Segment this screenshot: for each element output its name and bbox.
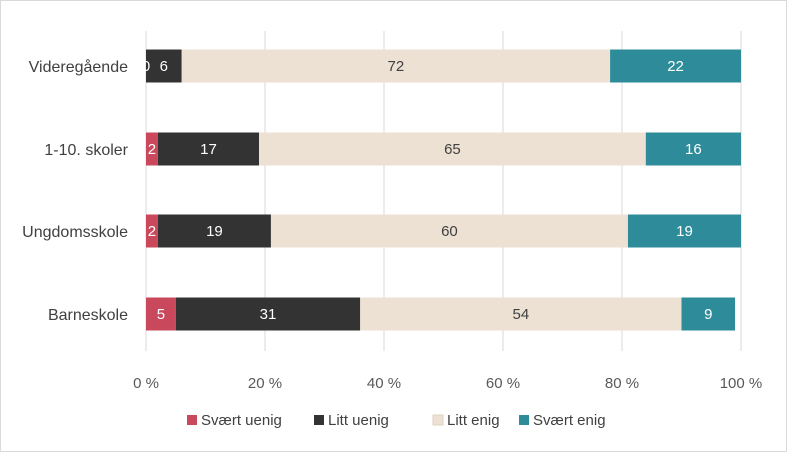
category-label-videregaende: Videregående	[29, 58, 128, 76]
data-label-1-10-skoler-sv-rt-uenig: 2	[148, 141, 156, 158]
data-label-videregaende-litt-uenig: 6	[160, 58, 168, 75]
data-label-ungdomsskole-litt-uenig: 19	[206, 223, 223, 240]
legend-item-sv-rt-enig: Svært enig	[519, 412, 606, 429]
data-labels: 0 6 72 222 17 65 162 19 60 195 31 54 9	[142, 58, 713, 323]
legend-swatch	[432, 414, 444, 426]
legend-item-sv-rt-uenig: Svært uenig	[187, 412, 282, 429]
x-tick-label: 60 %	[486, 375, 520, 392]
legend-label: Svært uenig	[201, 412, 282, 429]
data-label-ungdomsskole-sv-rt-uenig: 2	[148, 223, 156, 240]
data-label-ungdomsskole-sv-rt-enig: 19	[676, 223, 693, 240]
data-label-barneskole-sv-rt-enig: 9	[704, 306, 712, 323]
legend-swatch	[519, 415, 529, 425]
legend-swatch	[314, 415, 324, 425]
bar-1-10-skoler-litt-uenig	[157, 132, 260, 166]
category-label-1-10-skoler: 1-10. skoler	[44, 142, 128, 159]
data-label-barneskole-litt-uenig: 31	[260, 306, 277, 323]
category-label-ungdomsskole: Ungdomsskole	[22, 224, 128, 241]
legend-swatch	[187, 415, 197, 425]
bar-barneskole-litt-enig	[360, 297, 682, 331]
data-label-1-10-skoler-litt-uenig: 17	[200, 141, 217, 158]
bar-barneskole-litt-uenig	[175, 297, 361, 331]
bar-ungdomsskole-litt-uenig	[157, 214, 271, 248]
data-label-barneskole-sv-rt-uenig: 5	[157, 306, 165, 323]
data-label-videregaende-litt-enig: 72	[388, 58, 405, 75]
bar-barneskole-sv-rt-uenig	[146, 297, 176, 331]
data-label-1-10-skoler-litt-enig: 65	[444, 141, 461, 158]
x-tick-label: 80 %	[605, 375, 639, 392]
legend-item-litt-enig: Litt enig	[432, 412, 500, 429]
x-tick-label: 0 %	[133, 375, 159, 392]
legend-label: Litt uenig	[328, 412, 389, 429]
bars	[146, 49, 741, 331]
bar-1-10-skoler-sv-rt-uenig	[146, 132, 158, 166]
data-label-ungdomsskole-litt-enig: 60	[441, 223, 458, 240]
legend-label: Svært enig	[533, 412, 606, 429]
bar-barneskole-sv-rt-enig	[681, 297, 736, 331]
x-tick-label: 100 %	[720, 375, 763, 392]
x-tick-label: 20 %	[248, 375, 282, 392]
x-tick-labels: 0 % 20 % 40 % 60 % 80 % 100 %	[133, 375, 762, 392]
data-label-1-10-skoler-sv-rt-enig: 16	[685, 141, 702, 158]
x-tick-label: 40 %	[367, 375, 401, 392]
bar-videregaende-sv-rt-enig	[610, 49, 741, 83]
category-labels: Videregående 1-10. skoler Ungdomsskole Barn…	[22, 58, 129, 324]
data-label-barneskole-litt-enig: 54	[513, 306, 530, 323]
bar-ungdomsskole-sv-rt-uenig	[146, 214, 158, 248]
bar-videregaende-litt-uenig	[146, 49, 182, 83]
bar-1-10-skoler-litt-enig	[259, 132, 646, 166]
data-label-videregaende-sv-rt-enig: 22	[667, 58, 684, 75]
legend-label: Litt enig	[447, 412, 500, 429]
data-label-videregaende-sv-rt-uenig: 0	[142, 58, 150, 75]
bar-videregaende-litt-enig	[181, 49, 611, 83]
legend: Svært uenig Litt uenig Litt enig Svært enig	[187, 412, 606, 429]
legend-item-litt-uenig: Litt uenig	[314, 412, 389, 429]
bar-ungdomsskole-litt-enig	[270, 214, 628, 248]
bar-ungdomsskole-sv-rt-enig	[627, 214, 741, 248]
bar-1-10-skoler-sv-rt-enig	[645, 132, 741, 166]
category-label-barneskole: Barneskole	[48, 307, 128, 324]
